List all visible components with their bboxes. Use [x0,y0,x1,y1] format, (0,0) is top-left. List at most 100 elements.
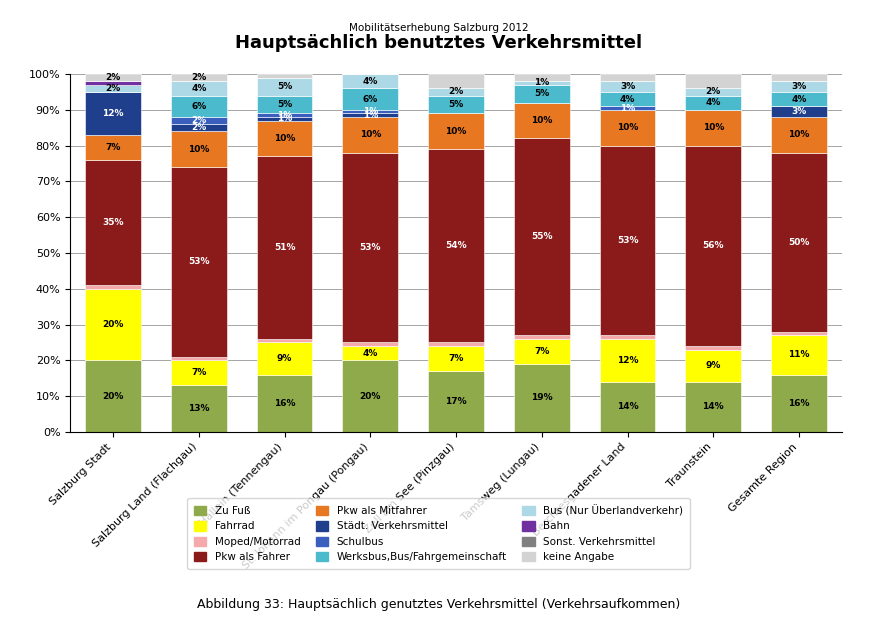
Text: Hauptsächlich benutztes Verkehrsmittel: Hauptsächlich benutztes Verkehrsmittel [235,34,642,52]
Bar [514,335,570,339]
Text: 1%: 1% [620,104,635,112]
Bar [342,88,398,110]
Bar [600,335,655,339]
Text: 4%: 4% [362,349,378,358]
Bar [257,96,312,114]
Bar [257,156,312,339]
Text: 10%: 10% [788,130,809,139]
Bar [686,350,741,382]
Bar [771,375,827,432]
Bar [428,149,484,342]
Text: 20%: 20% [360,392,381,400]
Text: 7%: 7% [534,347,550,356]
Bar [686,96,741,110]
Bar [257,114,312,117]
Bar [428,88,484,96]
Text: 6%: 6% [191,102,206,110]
Bar [257,339,312,342]
Bar [171,124,226,131]
Bar [85,289,141,360]
Text: 50%: 50% [788,238,809,247]
Bar [428,371,484,432]
Text: 9%: 9% [706,361,721,370]
Text: 53%: 53% [360,243,381,252]
Text: 16%: 16% [274,399,296,408]
Text: 3%: 3% [791,82,807,91]
Bar [342,110,398,114]
Text: 35%: 35% [103,218,124,227]
Bar [171,81,226,96]
Text: 10%: 10% [617,123,638,132]
Text: 56%: 56% [702,241,724,251]
Text: 1%: 1% [277,110,292,120]
Text: 4%: 4% [362,77,378,86]
Bar [171,360,226,386]
Text: 6%: 6% [363,94,378,104]
Bar [342,342,398,346]
Bar [171,386,226,432]
Bar [257,78,312,96]
Bar [686,74,741,88]
Bar [171,74,226,81]
Text: 53%: 53% [188,257,210,267]
Text: Mobilitätserhebung Salzburg 2012: Mobilitätserhebung Salzburg 2012 [349,23,528,33]
Text: 10%: 10% [274,134,296,143]
Text: 4%: 4% [191,84,206,93]
Text: 4%: 4% [791,94,807,104]
Text: 10%: 10% [188,145,210,154]
Text: 53%: 53% [617,236,638,245]
Bar [85,135,141,160]
Bar [771,106,827,117]
Bar [600,339,655,382]
Bar [514,74,570,81]
Bar [257,74,312,78]
Text: 10%: 10% [702,123,724,132]
Text: 7%: 7% [105,143,121,152]
Bar [600,110,655,146]
Bar [771,332,827,335]
Text: 5%: 5% [448,100,464,109]
Text: 5%: 5% [534,89,549,98]
Bar [257,120,312,156]
Text: 20%: 20% [103,392,124,400]
Bar [171,131,226,167]
Text: 1%: 1% [534,78,549,88]
Bar [600,146,655,335]
Bar [514,85,570,102]
Bar [514,102,570,138]
Text: 2%: 2% [706,88,721,96]
Text: 17%: 17% [446,397,467,406]
Text: 2%: 2% [191,116,206,125]
Bar [428,342,484,346]
Bar [428,96,484,114]
Text: 12%: 12% [617,356,638,365]
Text: 55%: 55% [531,233,553,241]
Text: 5%: 5% [277,82,292,91]
Bar [171,96,226,117]
Text: 1%: 1% [277,114,292,123]
Bar [171,117,226,124]
Bar [342,74,398,88]
Text: 16%: 16% [788,399,809,408]
Bar [85,160,141,285]
Text: 3%: 3% [791,107,807,116]
Text: 3%: 3% [620,82,635,91]
Text: 4%: 4% [620,94,635,104]
Bar [428,74,484,88]
Text: Abbildung 33: Hauptsächlich genutztes Verkehrsmittel (Verkehrsaufkommen): Abbildung 33: Hauptsächlich genutztes Ve… [196,598,681,611]
Bar [342,360,398,432]
Bar [85,74,141,81]
Bar [342,153,398,342]
Bar [85,92,141,135]
Bar [686,382,741,432]
Bar [514,81,570,85]
Text: 10%: 10% [360,130,381,139]
Bar [342,346,398,360]
Text: 1%: 1% [363,107,378,116]
Bar [257,117,312,120]
Bar [686,110,741,146]
Bar [85,360,141,432]
Bar [771,153,827,332]
Bar [686,146,741,346]
Text: 14%: 14% [702,402,724,412]
